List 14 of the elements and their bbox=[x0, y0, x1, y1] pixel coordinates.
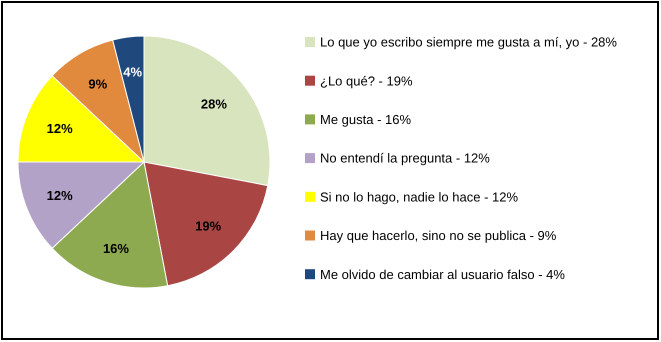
data-label: 9% bbox=[88, 76, 108, 92]
data-label: 19% bbox=[195, 218, 222, 234]
legend-label: Si no lo hago, nadie lo hace - 12% bbox=[320, 189, 518, 204]
data-label: 12% bbox=[46, 121, 74, 136]
legend-label: Lo que yo escribo siempre me gusta a mí, yo - 28% bbox=[320, 34, 618, 50]
legend-label: Me gusta - 16% bbox=[320, 112, 412, 127]
legend-label: No entendí la pregunta - 12% bbox=[320, 150, 490, 166]
legend-label: Hay que hacerlo, sino no se publica - 9% bbox=[320, 228, 557, 244]
data-label: 28% bbox=[200, 96, 228, 112]
data-label: 12% bbox=[46, 188, 74, 203]
data-label: 16% bbox=[102, 240, 130, 256]
data-label: 4% bbox=[123, 64, 142, 80]
legend-label: Me olvido de cambiar al usuario falso - 4% bbox=[320, 266, 566, 282]
legend-label: ¿Lo qué? - 19% bbox=[320, 73, 413, 88]
